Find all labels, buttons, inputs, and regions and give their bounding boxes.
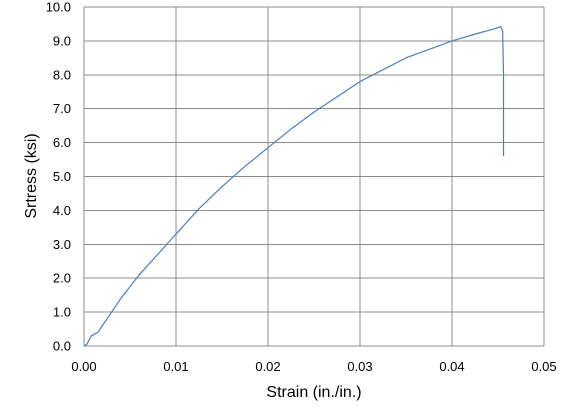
series-line: [83, 26, 505, 347]
y-tick-labels: 0.0 1.0 2.0 3.0 4.0 5.0 6.0 7.0 8.0 9.0 10.0: [46, 0, 71, 354]
y-tick-label: 9.0: [53, 33, 71, 48]
y-tick-label: 2.0: [53, 271, 71, 286]
x-tick-labels: 0.00 0.01 0.02 0.03 0.04 0.05: [71, 359, 556, 374]
y-tick-label: 8.0: [53, 67, 71, 82]
x-tick-label: 0.02: [255, 359, 280, 374]
y-tick-label: 10.0: [46, 0, 71, 15]
x-tick-label: 0.05: [531, 359, 556, 374]
y-tick-label: 5.0: [53, 169, 71, 184]
x-tick-label: 0.04: [439, 359, 464, 374]
x-tick-label: 0.00: [71, 359, 96, 374]
y-tick-label: 1.0: [53, 305, 71, 320]
y-tick-label: 6.0: [53, 135, 71, 150]
y-tick-label: 7.0: [53, 101, 71, 116]
x-tick-label: 0.01: [163, 359, 188, 374]
y-tick-label: 4.0: [53, 203, 71, 218]
gridlines: [83, 6, 545, 347]
y-tick-label: 0.0: [53, 339, 71, 354]
y-tick-label: 3.0: [53, 237, 71, 252]
x-tick-label: 0.03: [347, 359, 372, 374]
y-axis-title: Srtress (ksi): [23, 133, 40, 218]
series-layer: [83, 26, 505, 347]
x-axis-title: Strain (in./in.): [266, 384, 361, 401]
